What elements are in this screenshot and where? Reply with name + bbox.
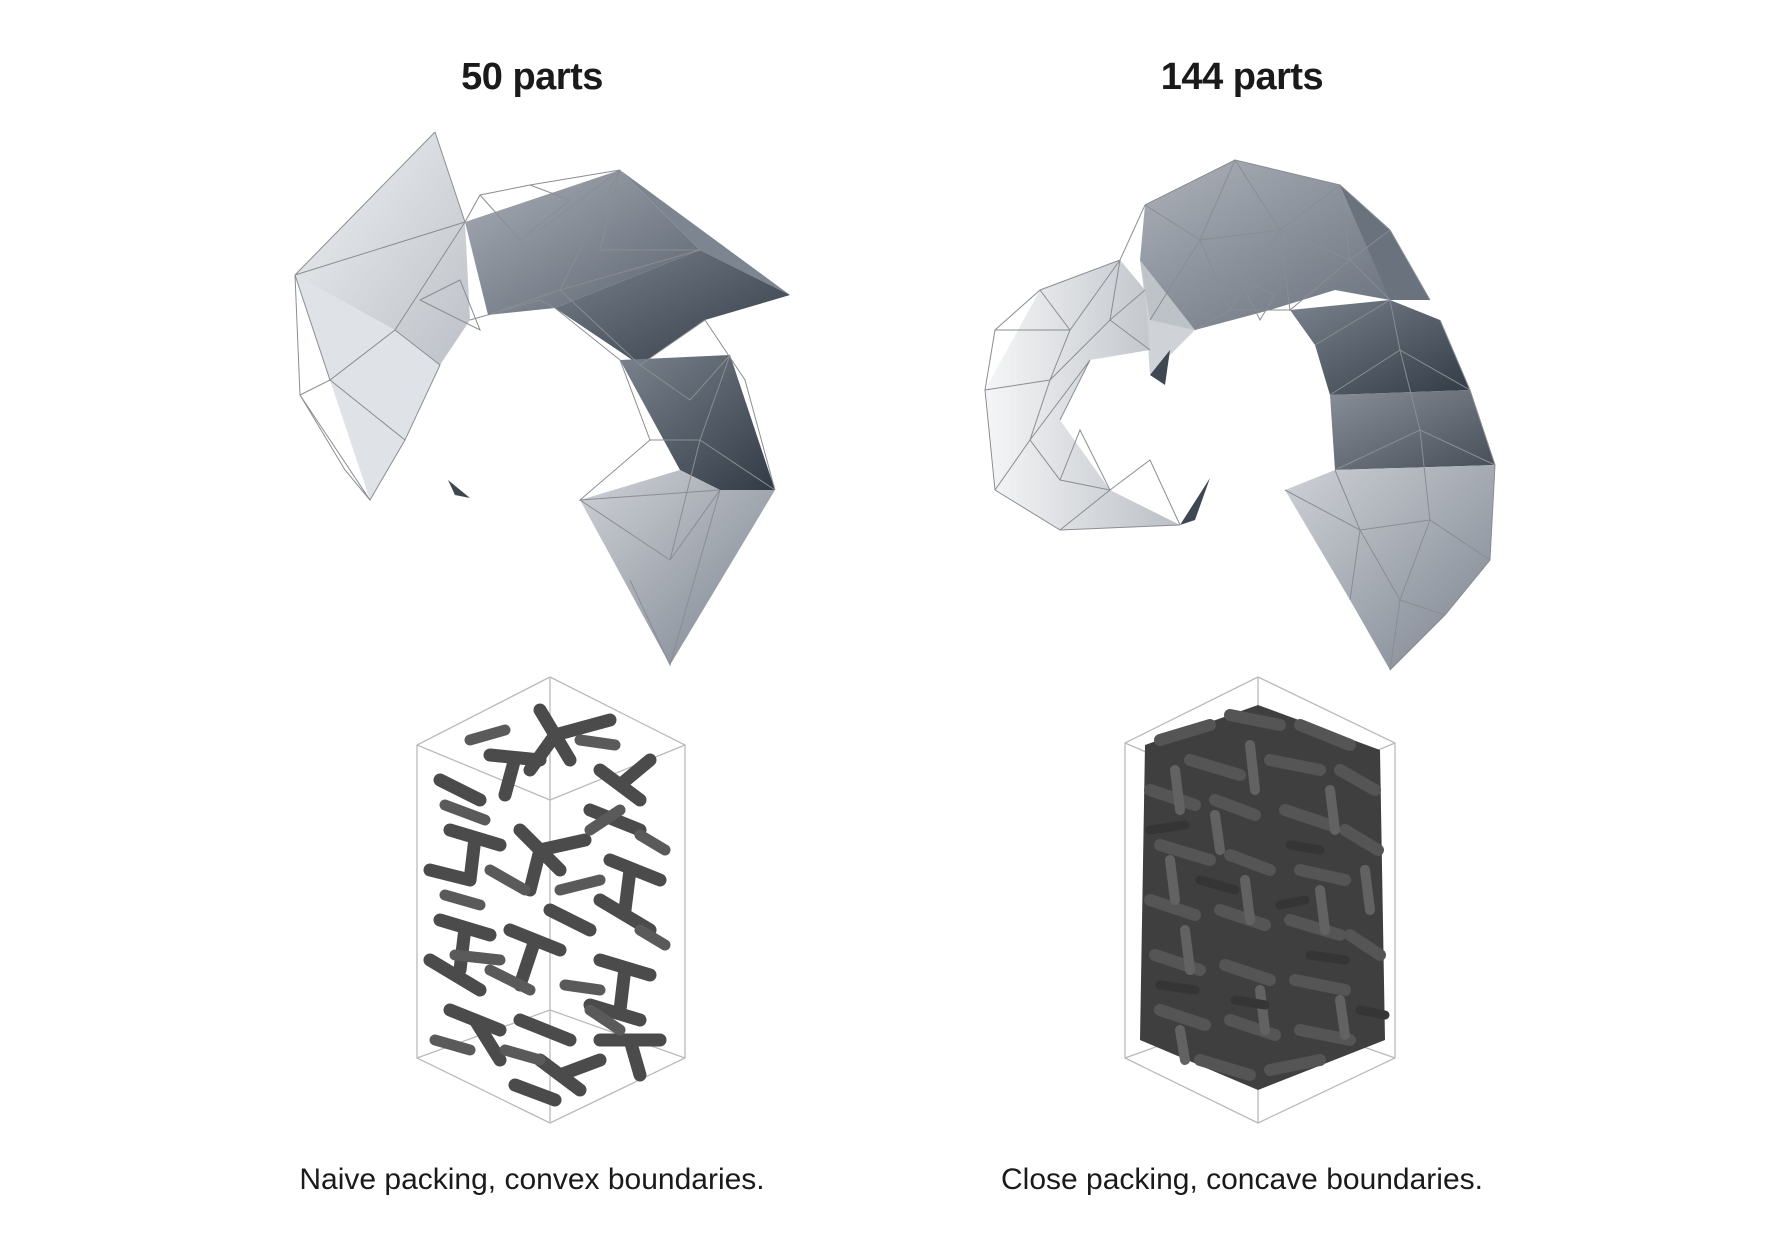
packed-parts-50 [423, 703, 671, 1107]
panel-title-144-parts: 144 parts [1160, 56, 1324, 98]
packed-parts-144 [1140, 705, 1390, 1090]
panel-title-50-parts: 50 parts [461, 56, 603, 98]
caption-close-packing: Close packing, concave boundaries. [1001, 1163, 1483, 1196]
caption-naive-packing: Naive packing, convex boundaries. [299, 1163, 765, 1196]
spiral-surface-50-parts [294, 131, 790, 667]
spiral-surface-144-parts [984, 158, 1496, 671]
